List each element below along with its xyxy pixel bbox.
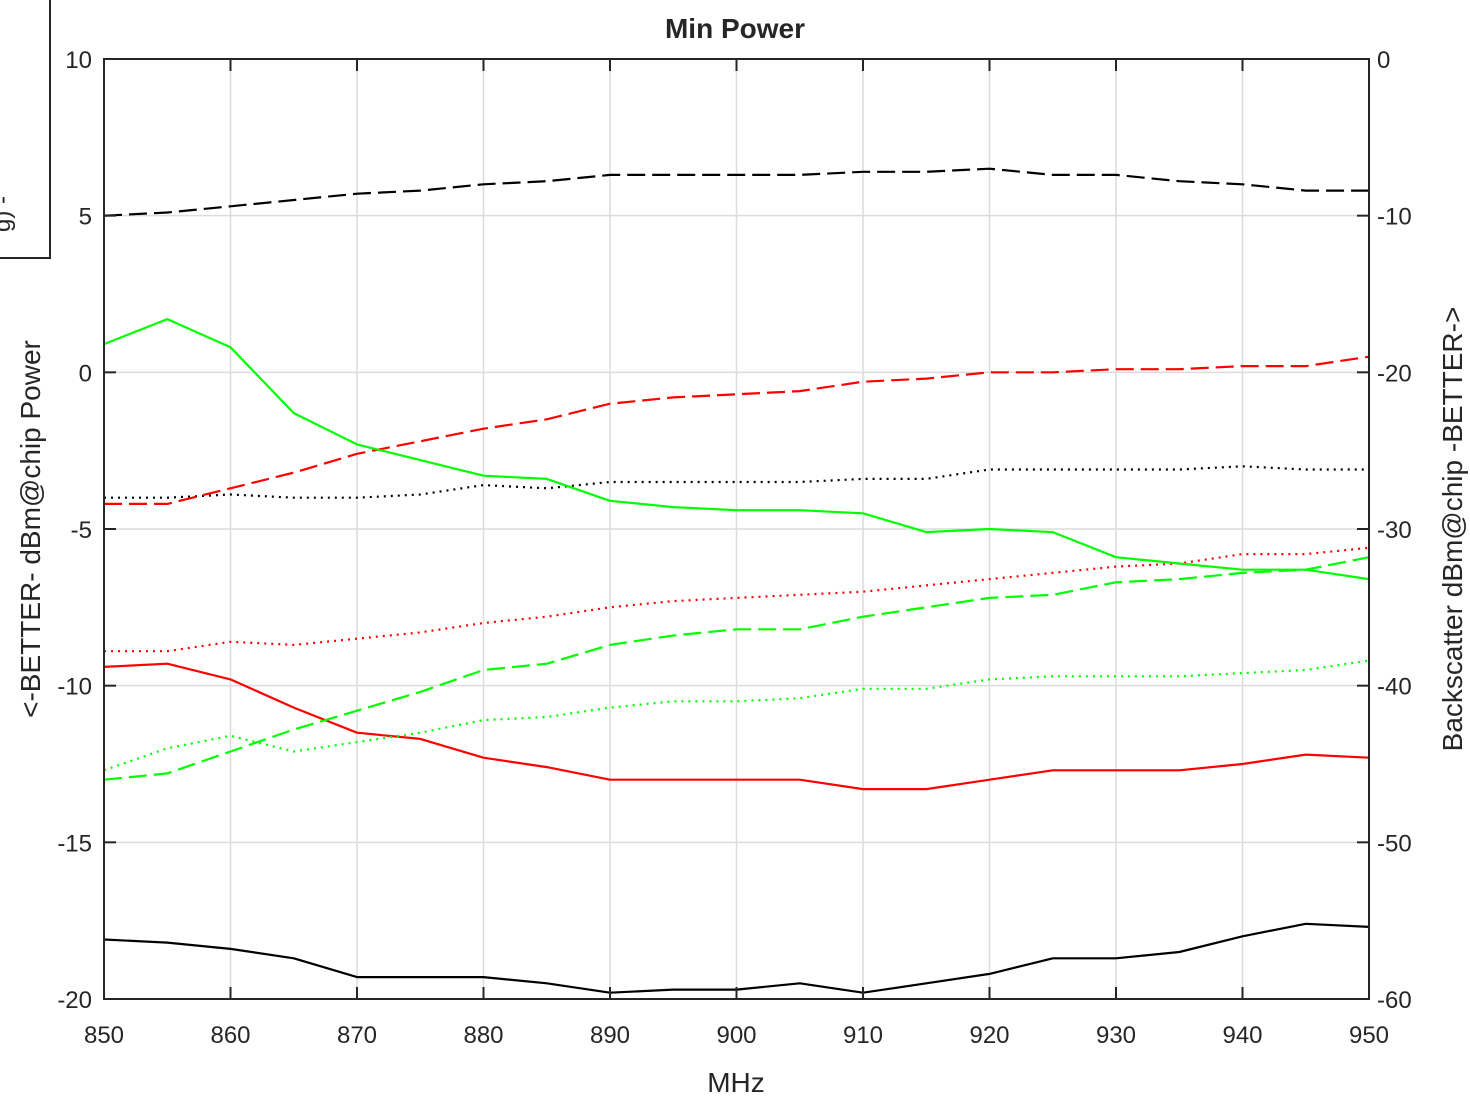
- y-tick-label-left: 5: [79, 204, 92, 231]
- y-tick-label-right: 0: [1377, 47, 1390, 74]
- x-tick-label: 860: [210, 1022, 250, 1049]
- y-tick-label-left: -5: [71, 517, 92, 544]
- series-line-8: [103, 659, 1370, 772]
- y-tick-label-right: -30: [1377, 517, 1412, 544]
- y-tick-label-right: -40: [1377, 674, 1412, 701]
- y-tick-label-left: 0: [79, 360, 92, 387]
- x-tick-label: 890: [590, 1022, 630, 1049]
- x-tick-label: 870: [337, 1022, 377, 1049]
- y-tick-label-left: -20: [57, 987, 92, 1014]
- ticks: 850 860 870 880 890 900 910 920 930 940 950 10 5 0 -5 -…: [57, 47, 1411, 1049]
- y-tick-label-right: -10: [1377, 204, 1412, 231]
- x-tick-label: 900: [716, 1022, 756, 1049]
- series-line-5: [103, 662, 1370, 791]
- x-tick-label: 950: [1349, 1022, 1389, 1049]
- series-line-6: [103, 318, 1370, 581]
- series-line-4: [104, 546, 1370, 653]
- y-tick-label-right: -50: [1377, 830, 1412, 857]
- series-group: [103, 167, 1370, 994]
- legend-box: g) -: [0, 0, 51, 259]
- chart-title: Min Power: [665, 13, 805, 44]
- series-line-7: [103, 556, 1370, 781]
- legend-frame: [0, 0, 51, 259]
- x-tick-label: 940: [1222, 1022, 1262, 1049]
- y-tick-label-right: -20: [1377, 360, 1412, 387]
- y-tick-label-right: -60: [1377, 987, 1412, 1014]
- y-tick-label-left: 10: [65, 47, 92, 74]
- x-tick-label: 880: [463, 1022, 503, 1049]
- x-tick-label: 850: [84, 1022, 124, 1049]
- legend-text: g) -: [0, 196, 16, 232]
- y-axis-label-left: <-BETTER- dBm@chip Power: [15, 340, 46, 718]
- y-tick-label-left: -15: [57, 830, 92, 857]
- x-tick-label: 910: [843, 1022, 883, 1049]
- y-tick-label-left: -10: [57, 674, 92, 701]
- x-axis-label: MHz: [707, 1067, 765, 1098]
- x-tick-label: 920: [969, 1022, 1009, 1049]
- series-line-0: [103, 167, 1369, 217]
- y-axis-label-right: Backscatter dBm@chip -BETTER->: [1437, 307, 1468, 752]
- series-line-1: [104, 465, 1369, 499]
- series-line-3: [104, 355, 1370, 505]
- x-tick-label: 930: [1096, 1022, 1136, 1049]
